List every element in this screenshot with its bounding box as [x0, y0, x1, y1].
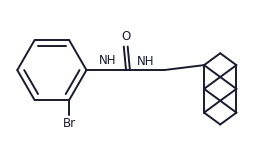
- Text: NH: NH: [137, 55, 155, 68]
- Text: NH: NH: [99, 54, 116, 67]
- Text: O: O: [121, 30, 130, 43]
- Text: Br: Br: [62, 118, 76, 130]
